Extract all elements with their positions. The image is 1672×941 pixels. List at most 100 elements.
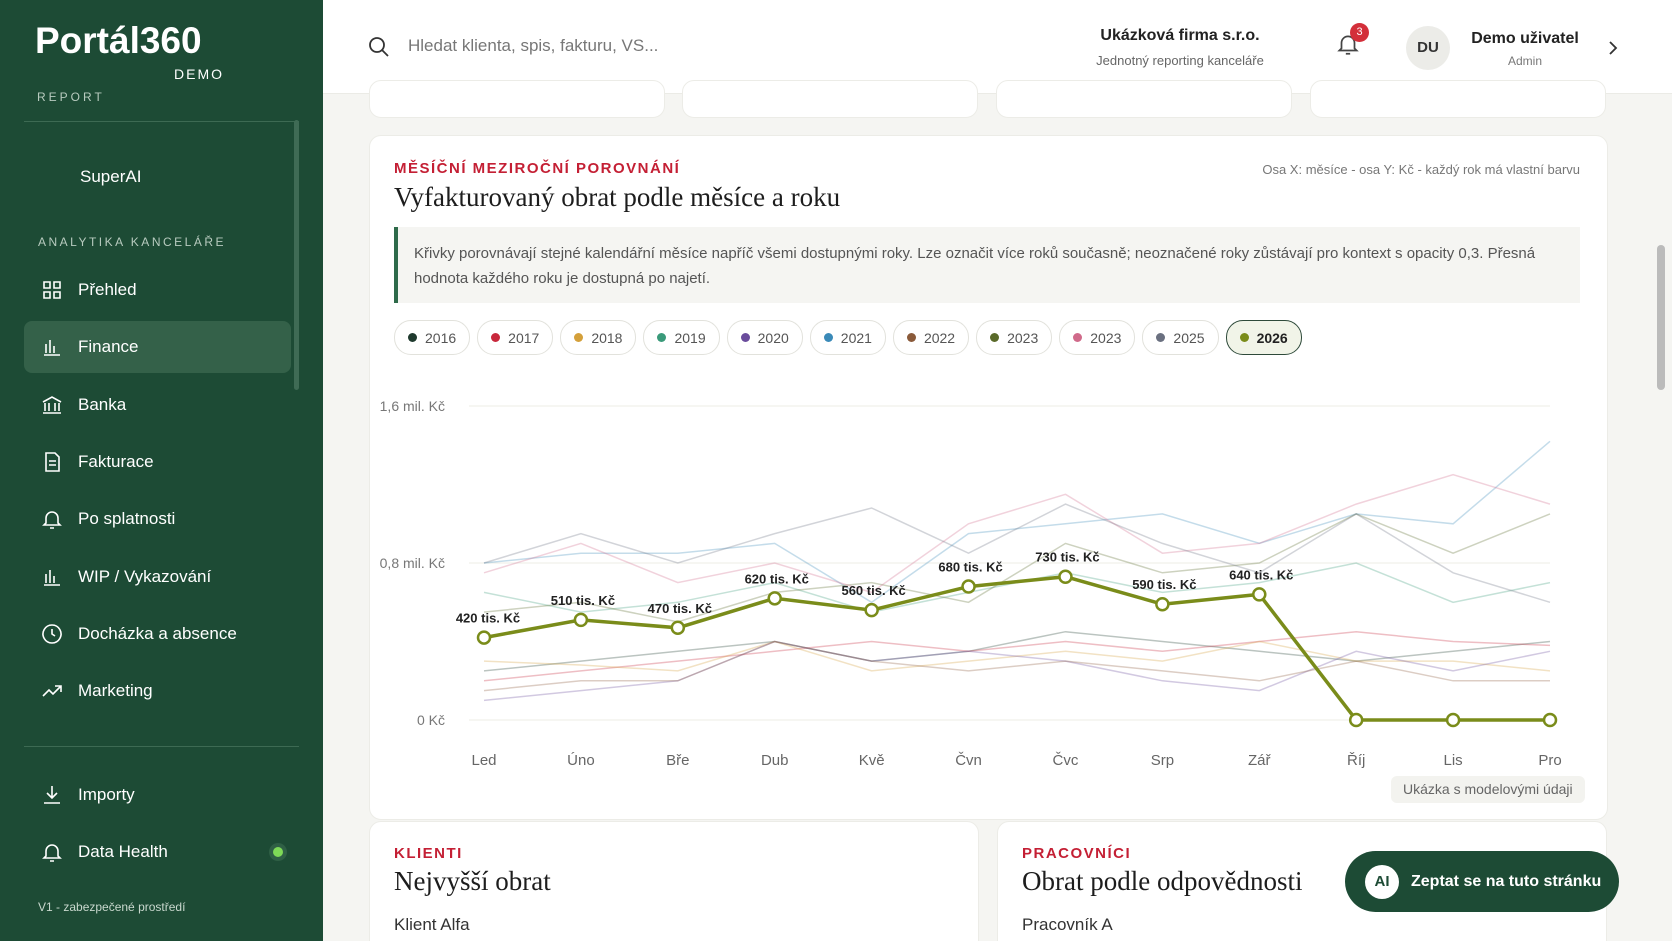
x-tick-label: Pro — [1538, 752, 1561, 769]
legend-chip[interactable]: 2016 — [394, 320, 471, 355]
series-line — [483, 562, 1551, 613]
kicker: KLIENTI — [394, 845, 463, 862]
legend-label: 2018 — [591, 329, 623, 346]
x-tick-label: Lis — [1443, 752, 1462, 769]
legend-dot — [1239, 333, 1249, 342]
data-label: 620 tis. Kč — [745, 571, 809, 586]
x-tick-label: Zář — [1248, 752, 1272, 769]
legend-dot — [823, 333, 833, 342]
notification-badge: 3 — [1350, 23, 1369, 42]
point — [767, 591, 782, 606]
nav-item[interactable]: Data Health — [24, 826, 291, 878]
company-sub: Jednotný reporting kanceláře — [1096, 53, 1264, 68]
series-line — [483, 503, 1551, 604]
row-label: Klient Alfa — [394, 915, 470, 934]
version: V1 - zabezpečené prostředí — [38, 900, 186, 914]
point — [864, 602, 879, 618]
nav-label: Fakturace — [78, 451, 154, 471]
nav-item[interactable]: Finance — [24, 321, 291, 374]
legend-dot — [657, 333, 667, 342]
legend-label: 2019 — [674, 329, 706, 346]
legend-label: 2025 — [1173, 329, 1205, 346]
series-line — [483, 640, 1550, 692]
nav-label: Přehled — [78, 280, 137, 299]
point — [1058, 569, 1073, 584]
legend-dot — [408, 333, 417, 342]
legend-label: 2021 — [840, 329, 872, 346]
nav-label: Docházka a absence — [78, 623, 237, 643]
point — [1445, 712, 1461, 728]
point — [476, 630, 492, 645]
status-dot — [273, 847, 283, 857]
legend-chip[interactable]: 2025 — [1142, 320, 1219, 355]
series-line — [483, 513, 1551, 623]
kicker: MĚSÍČNÍ MEZIROČNÍ POROVNÁNÍ — [394, 160, 681, 177]
search-input[interactable]: Hledat klienta, spis, fakturu, VS... — [408, 36, 659, 55]
point — [670, 620, 686, 636]
nav-item[interactable]: SuperAI — [24, 151, 291, 203]
icon — [42, 511, 62, 529]
icon — [44, 786, 60, 804]
search-icon — [369, 37, 389, 57]
icon — [42, 623, 62, 644]
legend-dot — [1073, 333, 1083, 342]
card — [1310, 80, 1606, 118]
sidebar: Portál360 DEMO REPORT SuperAI ANALYTIKA … — [0, 0, 323, 941]
separator — [24, 121, 299, 122]
avatar[interactable]: DU — [1406, 26, 1450, 70]
nav-item[interactable]: Přehled — [24, 264, 291, 316]
legend-chip[interactable]: 2021 — [809, 320, 886, 355]
nav-label: SuperAI — [80, 167, 142, 186]
legend-label: 2023 — [1090, 329, 1122, 346]
company[interactable]: Ukázková firma s.r.o. — [1100, 27, 1260, 44]
icon — [43, 281, 61, 299]
legend-label: 2022 — [923, 329, 956, 346]
legend-label: 2020 — [757, 329, 789, 346]
legend-chip[interactable]: 2017 — [477, 320, 554, 355]
chevron[interactable] — [1606, 40, 1620, 56]
separator — [24, 746, 299, 747]
legend-chip[interactable]: 2018 — [560, 320, 637, 355]
legend-chip[interactable]: 2020 — [726, 320, 803, 355]
data-label: 510 tis. Kč — [551, 593, 615, 608]
icon — [44, 340, 60, 357]
legend-chip[interactable]: 2022 — [892, 320, 970, 355]
legend-chip[interactable]: 2026 — [1225, 320, 1302, 355]
point — [1252, 587, 1267, 602]
nav-label: Banka — [78, 394, 127, 414]
nav-item[interactable]: Importy — [24, 769, 291, 821]
user-name[interactable]: Demo uživatel — [1471, 30, 1579, 47]
series-line — [483, 473, 1551, 594]
description: Křivky porovnávají stejné kalendářní měs… — [394, 227, 1580, 303]
data-label: 730 tis. Kč — [1035, 550, 1099, 565]
legend-chip[interactable]: 2023 — [976, 320, 1053, 355]
ai-label: Zeptat se na tuto stránku — [1411, 872, 1602, 890]
sample-note: Ukázka s modelovými údaji — [1391, 776, 1585, 803]
data-label: 590 tis. Kč — [1132, 577, 1196, 592]
ai-button[interactable]: AI Zeptat se na tuto stránku — [1345, 851, 1619, 912]
icon — [42, 685, 62, 697]
y-tick-label: 1,6 mil. Kč — [380, 398, 445, 414]
data-label: 640 tis. Kč — [1229, 567, 1293, 582]
y-tick-label: 0,8 mil. Kč — [380, 555, 445, 571]
ai-badge: AI — [1365, 864, 1399, 899]
nav-item[interactable]: Docházka a absence — [24, 608, 291, 660]
nav-item[interactable]: Fakturace — [24, 436, 291, 488]
icon — [42, 844, 62, 862]
legend: 2016 2017 2018 2019 2020 2021 2022 2023 2023 2025… — [394, 320, 1302, 355]
legend-chip[interactable]: 2019 — [643, 320, 720, 355]
nav-item[interactable]: Po splatnosti — [24, 493, 291, 545]
x-tick-label: Čvn — [955, 752, 982, 769]
legend-chip[interactable]: 2023 — [1059, 320, 1136, 355]
card-title: Obrat podle odpovědnosti — [1022, 866, 1303, 896]
nav-item[interactable]: Marketing — [24, 665, 291, 717]
series-line — [483, 640, 1551, 702]
group-label: ANALYTIKA KANCELÁŘE — [38, 235, 226, 249]
series-line — [483, 630, 1551, 672]
axis-note: Osa X: měsíce - osa Y: Kč - každý rok má… — [1262, 162, 1580, 177]
icon — [45, 452, 60, 472]
nav-item[interactable]: Banka — [24, 379, 291, 431]
x-tick-label: Dub — [761, 752, 789, 769]
legend-dot — [491, 333, 501, 342]
nav-item[interactable]: WIP / Vykazování — [24, 551, 291, 603]
